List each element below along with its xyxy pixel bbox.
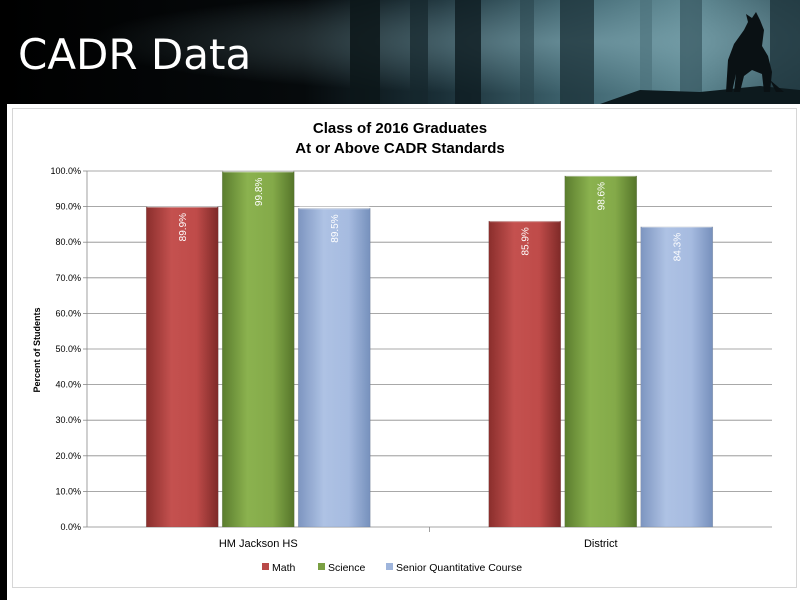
x-tick-label: District: [584, 538, 618, 550]
x-tick-label: HM Jackson HS: [219, 538, 298, 550]
legend: Math Science Senior Quantitative Course: [262, 562, 522, 574]
data-label: 99.8%: [254, 178, 265, 206]
y-tick-label: 0.0%: [60, 522, 81, 532]
chart-title-line-2: At or Above CADR Standards: [295, 140, 504, 157]
y-tick-label: 20.0%: [55, 451, 81, 461]
legend-label: Science: [328, 562, 366, 574]
bar-cap: [147, 203, 218, 208]
legend-swatch: [262, 563, 269, 570]
legend-label: Math: [272, 562, 296, 574]
y-tick-label: 90.0%: [55, 202, 81, 212]
x-axis: HM Jackson HS District: [219, 527, 618, 550]
banner-fog: [0, 0, 800, 104]
bar-cap: [565, 172, 636, 177]
bar-science-0: [221, 171, 295, 528]
chart-title-line-1: Class of 2016 Graduates: [313, 120, 487, 137]
y-tick-label: 80.0%: [55, 237, 81, 247]
header-banner: CADR Data: [0, 0, 800, 104]
data-label: 84.3%: [673, 233, 684, 261]
y-tick-labels: 0.0% 10.0% 20.0% 30.0% 40.0% 50.0% 60.0% 70.0% 8…: [50, 166, 81, 532]
left-edge-strip: [0, 104, 7, 600]
data-label: 98.6%: [597, 182, 608, 210]
data-label: 89.9%: [178, 213, 189, 241]
bar-cap: [489, 218, 560, 223]
y-tick-label: 10.0%: [55, 486, 81, 496]
chart-frame: [12, 108, 797, 588]
y-tick-label: 30.0%: [55, 415, 81, 425]
bar-senior-quantitative-course-0: [297, 208, 371, 528]
legend-swatch: [318, 563, 325, 570]
slide-title: CADR Data: [18, 30, 252, 79]
legend-label: Senior Quantitative Course: [396, 562, 522, 574]
bar-science-1: [564, 175, 638, 528]
legend-swatch: [386, 563, 393, 570]
y-tick-label: 50.0%: [55, 344, 81, 354]
bar-cap: [223, 168, 294, 173]
y-tick-label: 70.0%: [55, 273, 81, 283]
data-label: 85.9%: [521, 227, 532, 255]
wolf-icon: [726, 12, 784, 92]
bar-math-0: [145, 206, 219, 528]
bar-senior-quantitative-course-1: [640, 226, 714, 528]
y-axis-label: Percent of Students: [32, 307, 42, 392]
bar-cap: [641, 223, 712, 228]
y-tick-label: 40.0%: [55, 380, 81, 390]
forest-wolf-illustration: [350, 0, 800, 104]
y-tick-label: 100.0%: [50, 166, 81, 176]
bar-math-1: [488, 220, 562, 528]
y-tick-label: 60.0%: [55, 308, 81, 318]
data-label: 89.5%: [330, 214, 341, 242]
bar-cap: [299, 205, 370, 210]
bars: 89.9% 99.8% 89.5% 85.9% 98.6% 84.3%: [145, 168, 714, 528]
